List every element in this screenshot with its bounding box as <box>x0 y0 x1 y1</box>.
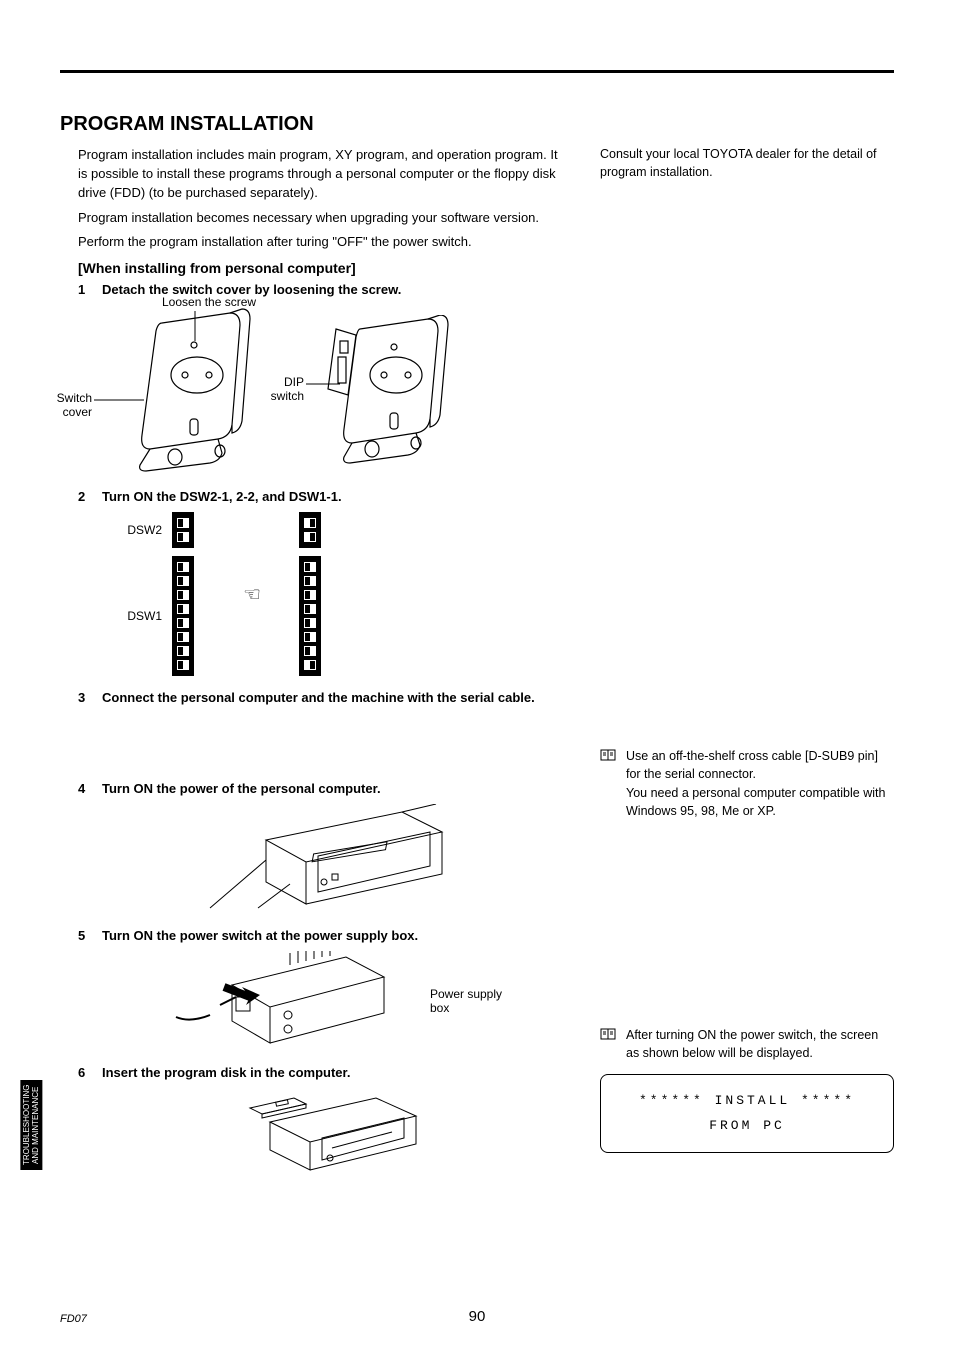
left-column: PROGRAM INSTALLATION Program installatio… <box>60 113 570 1192</box>
note-step3-text: Use an off-the-shelf cross cable [D-SUB9… <box>626 747 894 820</box>
dsw2-axis: ON 1 2 <box>194 512 205 548</box>
figure-4 <box>102 804 570 914</box>
page-number: 90 <box>469 1308 486 1325</box>
note-consult: Consult your local TOYOTA dealer for the… <box>600 145 894 181</box>
step-6: 6 Insert the program disk in the compute… <box>78 1065 570 1080</box>
step-4-text: Turn ON the power of the personal comput… <box>102 781 570 796</box>
fdd-illustration <box>236 1088 436 1178</box>
figure-6 <box>102 1088 570 1178</box>
dsw2-after <box>299 512 321 548</box>
step-5: 5 Turn ON the power switch at the power … <box>78 928 570 943</box>
install-screen: ****** INSTALL ***** FROM PC <box>600 1074 894 1153</box>
label-dip: DIP switch <box>258 375 304 403</box>
pc-illustration <box>206 804 466 914</box>
header-rule <box>60 70 894 73</box>
intro-para-1: Program installation includes main progr… <box>78 146 570 203</box>
figure-5: Power supply box <box>102 951 570 1051</box>
book-icon <box>600 1026 618 1062</box>
figure-1: Switch cover Loosen the screw <box>102 305 570 475</box>
step-3-text: Connect the personal computer and the ma… <box>102 690 570 705</box>
note-step3: Use an off-the-shelf cross cable [D-SUB9… <box>600 747 894 820</box>
step-6-num: 6 <box>78 1065 102 1080</box>
book-icon <box>600 747 618 820</box>
step-2-num: 2 <box>78 489 102 504</box>
label-loosen: Loosen the screw <box>162 295 256 309</box>
note-step5: After turning ON the power switch, the s… <box>600 1026 894 1062</box>
step-5-num: 5 <box>78 928 102 943</box>
leader-line <box>194 311 196 341</box>
step-2-text: Turn ON the DSW2-1, 2-2, and DSW1-1. <box>102 489 570 504</box>
power-box-illustration <box>170 951 400 1051</box>
step-6-text: Insert the program disk in the computer. <box>102 1065 570 1080</box>
device-closed-illustration <box>102 305 272 475</box>
spacer <box>600 820 894 1020</box>
step-1: 1 Detach the switch cover by loosening t… <box>78 282 570 297</box>
step-2: 2 Turn ON the DSW2-1, 2-2, and DSW1-1. <box>78 489 570 504</box>
section-tab: TROUBLESHOOTING AND MAINTENANCE <box>20 1080 42 1170</box>
device-open-illustration <box>312 315 482 465</box>
dsw1-before <box>172 556 194 676</box>
step-4: 4 Turn ON the power of the personal comp… <box>78 781 570 796</box>
dsw1-axis: ON 1 2 3 4 5 6 7 8 <box>194 556 205 676</box>
dsw2-before <box>172 512 194 548</box>
step-4-num: 4 <box>78 781 102 796</box>
subheading: [When installing from personal computer] <box>78 260 570 276</box>
leader-line <box>94 399 144 401</box>
dsw1-after <box>299 556 321 676</box>
hand-pointer-icon: ☞ <box>243 582 261 607</box>
page-title: PROGRAM INSTALLATION <box>60 113 570 136</box>
step-3: 3 Connect the personal computer and the … <box>78 690 570 705</box>
spacer <box>600 181 894 741</box>
label-dsw2: DSW2 <box>102 523 162 537</box>
intro-para-3: Perform the program installation after t… <box>78 233 570 252</box>
intro-para-2: Program installation becomes necessary w… <box>78 209 570 228</box>
label-power-box: Power supply box <box>430 987 502 1015</box>
label-switch-cover: Switch cover <box>32 391 92 419</box>
right-column: Consult your local TOYOTA dealer for the… <box>600 113 894 1192</box>
footer: FD07 90 <box>60 1313 894 1325</box>
step-3-num: 3 <box>78 690 102 705</box>
figure-2: DSW2 ON 1 2 DSW1 <box>102 512 570 676</box>
label-dsw1: DSW1 <box>102 609 162 623</box>
step-1-num: 1 <box>78 282 102 297</box>
leader-line <box>306 383 340 385</box>
step-5-text: Turn ON the power switch at the power su… <box>102 928 570 943</box>
doc-code: FD07 <box>60 1313 87 1325</box>
screen-line1: ****** INSTALL ***** <box>611 1089 883 1114</box>
note-step5-text: After turning ON the power switch, the s… <box>626 1026 894 1062</box>
dsw1-axis-after: ON 1 2 3 4 5 6 7 8 <box>321 556 332 676</box>
content-columns: PROGRAM INSTALLATION Program installatio… <box>60 113 894 1192</box>
screen-line2: FROM PC <box>611 1114 883 1139</box>
dsw2-axis-after: ON 1 2 <box>321 512 332 548</box>
